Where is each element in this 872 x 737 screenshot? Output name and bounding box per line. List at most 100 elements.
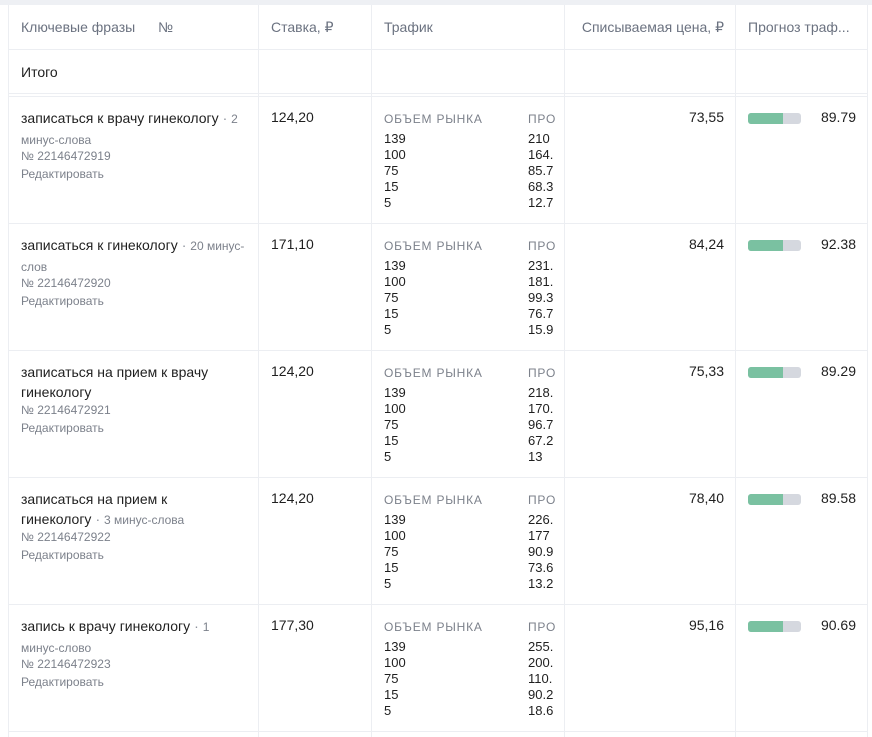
traffic-pro-value: 12.7 <box>528 195 554 210</box>
traffic-pro-value: 90.9 <box>528 544 554 559</box>
phrase-id: № 22146472919 <box>21 149 111 163</box>
forecast-bar-fill <box>748 621 783 632</box>
traffic-market-value: 75 <box>384 290 399 305</box>
column-divider <box>371 5 372 737</box>
table-row: записаться к врачу гинекологу · 2 минус-с… <box>0 97 872 224</box>
edit-link[interactable]: Редактировать <box>21 421 104 435</box>
traffic-pro-value: 170. <box>528 401 554 416</box>
charged-price: 84,24 <box>688 236 724 252</box>
bid-value[interactable]: 124,20 <box>271 363 314 379</box>
column-divider <box>735 5 736 737</box>
forecast-bar <box>748 240 801 251</box>
traffic-market-value: 100 <box>384 655 406 670</box>
header-number[interactable]: № <box>158 19 174 35</box>
traffic-pro-value: 218. <box>528 385 554 400</box>
phrase-id: № 22146472922 <box>21 530 111 544</box>
traffic-market-value: 75 <box>384 544 399 559</box>
forecast-value: 89.79 <box>820 109 856 125</box>
separator-dot: · <box>95 511 101 527</box>
traffic-pro-label: ПРО <box>528 366 555 380</box>
keyword-phrase: записаться к гинекологу · 20 минус-слов <box>21 235 247 277</box>
traffic-market-value: 15 <box>384 560 399 575</box>
bid-value[interactable]: 124,20 <box>271 490 314 506</box>
traffic-pro-value: 99.3 <box>528 290 554 305</box>
keyword-phrase: записаться к врачу гинекологу · 2 минус-с… <box>21 108 247 150</box>
edit-link[interactable]: Редактировать <box>21 167 104 181</box>
phrase-text: записаться к врачу гинекологу <box>21 110 219 126</box>
row-divider <box>8 604 868 605</box>
charged-price: 95,16 <box>688 617 724 633</box>
edit-link[interactable]: Редактировать <box>21 548 104 562</box>
column-divider <box>8 5 9 737</box>
header-divider <box>8 49 868 50</box>
charged-price: 78,40 <box>688 490 724 506</box>
table-row: записаться на прием к врачу гинекологу №… <box>0 351 872 478</box>
header-bid[interactable]: Ставка, ₽ <box>271 19 334 35</box>
forecast-value: 89.58 <box>820 490 856 506</box>
bid-value[interactable]: 124,20 <box>271 109 314 125</box>
minus-words-link[interactable]: 2 минус-слова <box>21 112 238 147</box>
charged-price: 73,55 <box>688 109 724 125</box>
forecast-bar-fill <box>748 113 783 124</box>
row-divider <box>8 477 868 478</box>
traffic-market-value: 100 <box>384 528 406 543</box>
traffic-market-value: 100 <box>384 147 406 162</box>
traffic-market-value: 5 <box>384 195 392 210</box>
keyword-phrase: записаться на прием к врачу гинекологу <box>21 362 247 402</box>
traffic-market-value: 15 <box>384 179 399 194</box>
separator-dot: · <box>194 618 199 634</box>
traffic-pro-value: 226. <box>528 512 554 527</box>
traffic-market-label: ОБЪЕМ РЫНКА <box>384 493 483 507</box>
header-forecast[interactable]: Прогноз траф... <box>748 19 850 35</box>
traffic-market-value: 15 <box>384 687 399 702</box>
row-divider <box>8 96 868 97</box>
traffic-pro-value: 90.2 <box>528 687 554 702</box>
separator-dot: · <box>222 110 228 126</box>
traffic-pro-value: 177 <box>528 528 550 543</box>
forecast-bar <box>748 113 801 124</box>
traffic-market-value: 15 <box>384 306 399 321</box>
forecast-bar <box>748 621 801 632</box>
bid-value[interactable]: 171,10 <box>271 236 314 252</box>
header-price[interactable]: Списываемая цена, ₽ <box>581 19 724 35</box>
traffic-market-label: ОБЪЕМ РЫНКА <box>384 239 483 253</box>
header-phrases[interactable]: Ключевые фразы <box>21 19 136 35</box>
edit-link[interactable]: Редактировать <box>21 294 104 308</box>
traffic-pro-value: 231. <box>528 258 554 273</box>
header-traffic[interactable]: Трафик <box>384 19 433 35</box>
column-divider <box>258 5 259 737</box>
traffic-pro-value: 210 <box>528 131 550 146</box>
forecast-value: 90.69 <box>820 617 856 633</box>
traffic-pro-value: 255. <box>528 639 554 654</box>
row-divider <box>8 350 868 351</box>
traffic-pro-value: 15.9 <box>528 322 554 337</box>
table-row: записаться к гинекологу · 20 минус-слов №… <box>0 224 872 351</box>
table-row: записаться на прием к гинекологу · 3 мину… <box>0 478 872 605</box>
traffic-market-value: 139 <box>384 639 406 654</box>
minus-words-link[interactable]: 3 минус-слова <box>104 513 185 527</box>
traffic-pro-value: 68.3 <box>528 179 554 194</box>
traffic-pro-value: 96.7 <box>528 417 554 432</box>
row-divider <box>8 93 868 94</box>
forecast-bar-fill <box>748 240 783 251</box>
traffic-market-value: 15 <box>384 433 399 448</box>
charged-price: 75,33 <box>688 363 724 379</box>
traffic-pro-value: 181. <box>528 274 554 289</box>
traffic-pro-value: 18.6 <box>528 703 554 718</box>
traffic-market-value: 75 <box>384 163 399 178</box>
minus-words-link[interactable]: 20 минус-слов <box>21 239 245 274</box>
forecast-bar-fill <box>748 494 783 505</box>
traffic-market-value: 139 <box>384 385 406 400</box>
traffic-market-value: 139 <box>384 258 406 273</box>
traffic-pro-value: 13 <box>528 449 543 464</box>
minus-words-link[interactable]: 1 минус-слово <box>21 620 210 655</box>
traffic-pro-label: ПРО <box>528 239 555 253</box>
traffic-market-value: 75 <box>384 417 399 432</box>
forecast-bar <box>748 494 801 505</box>
traffic-pro-value: 73.6 <box>528 560 554 575</box>
bid-value[interactable]: 177,30 <box>271 617 314 633</box>
traffic-market-value: 5 <box>384 703 392 718</box>
edit-link[interactable]: Редактировать <box>21 675 104 689</box>
separator-dot: · <box>181 237 187 253</box>
traffic-pro-value: 164. <box>528 147 554 162</box>
